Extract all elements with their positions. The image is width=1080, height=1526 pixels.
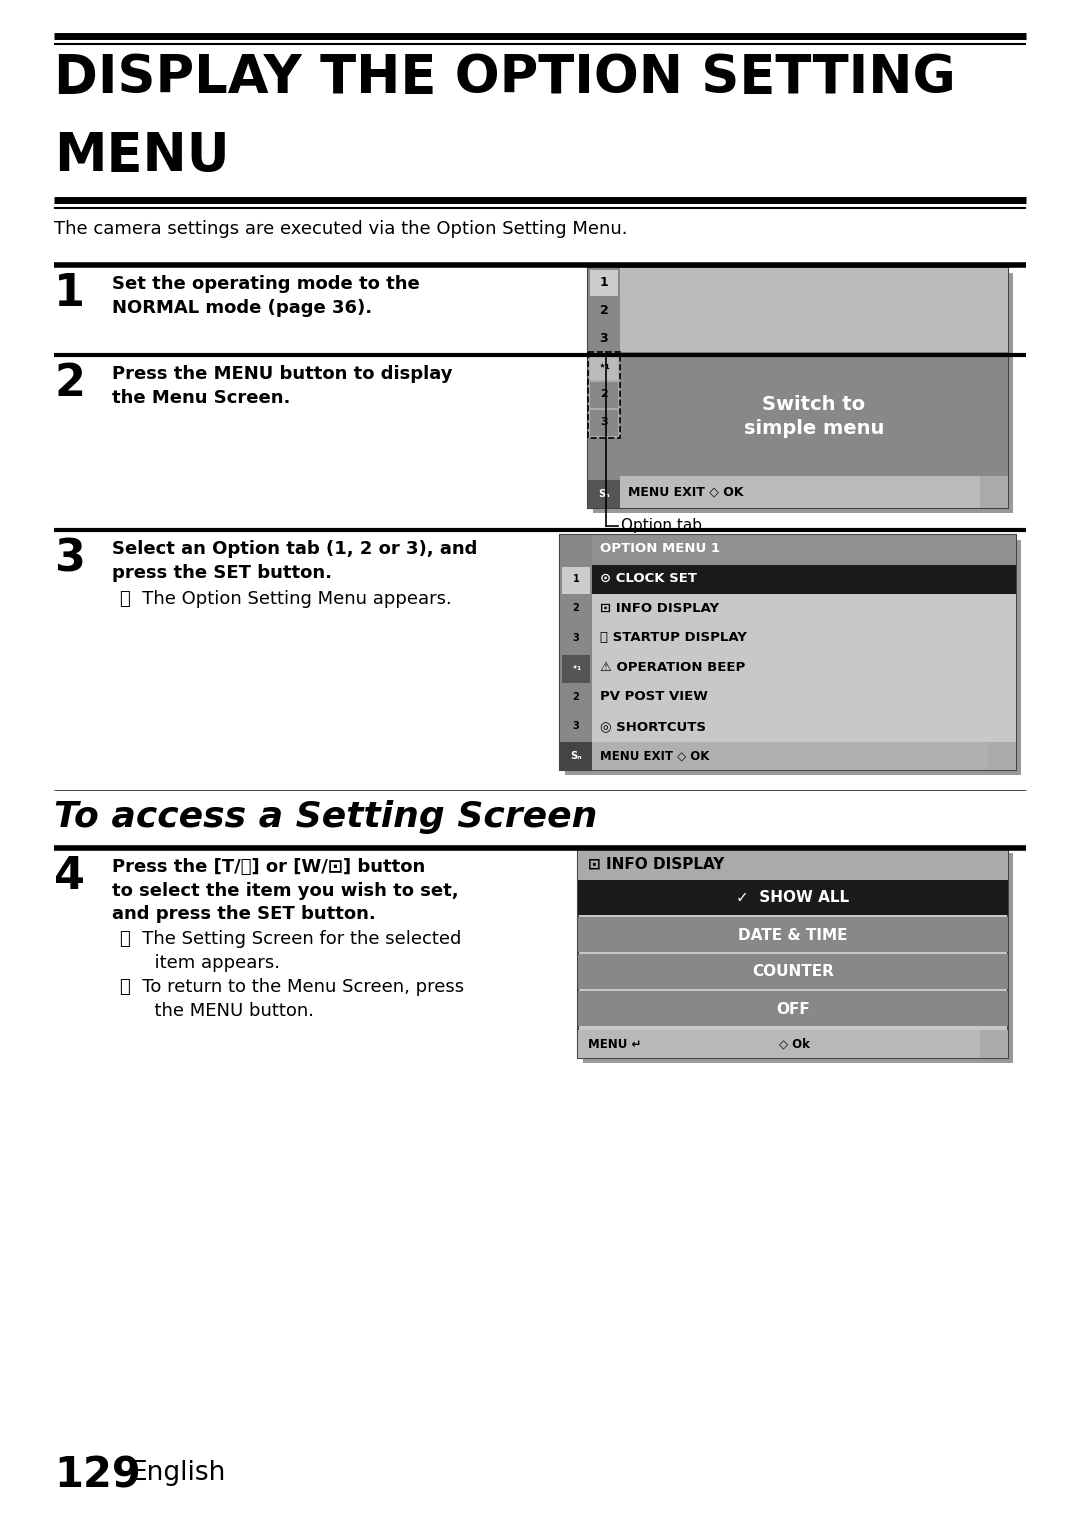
Text: Press the MENU button to display
the Menu Screen.: Press the MENU button to display the Men…	[112, 365, 453, 406]
Text: 3: 3	[599, 331, 608, 345]
Text: 1: 1	[572, 574, 579, 583]
FancyBboxPatch shape	[592, 653, 1016, 682]
Text: 2: 2	[599, 304, 608, 316]
Text: MENU EXIT ◇ OK: MENU EXIT ◇ OK	[600, 749, 710, 763]
FancyBboxPatch shape	[590, 327, 618, 353]
FancyBboxPatch shape	[562, 597, 590, 624]
FancyBboxPatch shape	[588, 269, 620, 508]
FancyBboxPatch shape	[590, 270, 618, 296]
FancyBboxPatch shape	[588, 269, 1008, 508]
FancyBboxPatch shape	[592, 682, 1016, 713]
FancyBboxPatch shape	[590, 298, 618, 324]
FancyBboxPatch shape	[590, 354, 618, 380]
Text: 2: 2	[572, 603, 579, 613]
Text: DISPLAY THE OPTION SETTING: DISPLAY THE OPTION SETTING	[54, 52, 956, 104]
FancyBboxPatch shape	[588, 481, 620, 508]
FancyBboxPatch shape	[561, 536, 592, 771]
Text: 129: 129	[54, 1454, 140, 1497]
FancyBboxPatch shape	[592, 742, 988, 771]
Text: 3: 3	[572, 722, 579, 731]
Text: ・  The Setting Screen for the selected
      item appears.: ・ The Setting Screen for the selected it…	[120, 929, 461, 972]
FancyBboxPatch shape	[980, 476, 1008, 508]
FancyBboxPatch shape	[578, 917, 1008, 952]
Text: Select an Option tab (1, 2 or 3), and
press the SET button.: Select an Option tab (1, 2 or 3), and pr…	[112, 540, 477, 581]
Text: Set the operating mode to the
NORMAL mode (page 36).: Set the operating mode to the NORMAL mod…	[112, 275, 420, 316]
FancyBboxPatch shape	[562, 655, 590, 682]
FancyBboxPatch shape	[593, 273, 1013, 513]
Text: ⊡ INFO DISPLAY: ⊡ INFO DISPLAY	[588, 856, 725, 871]
Text: ◇ Ok: ◇ Ok	[779, 1038, 810, 1050]
Text: ・  To return to the Menu Screen, press
      the MENU button.: ・ To return to the Menu Screen, press th…	[120, 978, 464, 1019]
Text: ⚠ OPERATION BEEP: ⚠ OPERATION BEEP	[600, 661, 745, 674]
Text: 2: 2	[572, 691, 579, 702]
FancyBboxPatch shape	[980, 1030, 1008, 1058]
Text: ・  The Option Setting Menu appears.: ・ The Option Setting Menu appears.	[120, 591, 451, 607]
FancyBboxPatch shape	[620, 269, 1008, 353]
FancyBboxPatch shape	[562, 714, 590, 742]
Text: 1: 1	[54, 272, 85, 314]
Text: Switch to: Switch to	[762, 395, 865, 414]
Text: PV POST VIEW: PV POST VIEW	[600, 690, 707, 703]
FancyBboxPatch shape	[578, 954, 1008, 989]
FancyBboxPatch shape	[592, 594, 1016, 624]
FancyBboxPatch shape	[592, 713, 1016, 742]
FancyBboxPatch shape	[578, 881, 1008, 916]
FancyBboxPatch shape	[620, 353, 1008, 476]
FancyBboxPatch shape	[988, 742, 1016, 771]
Text: ⌖ STARTUP DISPLAY: ⌖ STARTUP DISPLAY	[600, 632, 747, 644]
FancyBboxPatch shape	[592, 624, 1016, 653]
Text: The camera settings are executed via the Option Setting Menu.: The camera settings are executed via the…	[54, 220, 627, 238]
Text: Sₙ: Sₙ	[598, 488, 610, 499]
FancyBboxPatch shape	[562, 626, 590, 653]
Text: Sₙ: Sₙ	[570, 751, 582, 761]
Text: 2: 2	[600, 389, 608, 398]
FancyBboxPatch shape	[592, 536, 1016, 565]
FancyBboxPatch shape	[562, 685, 590, 713]
FancyBboxPatch shape	[583, 853, 1013, 1064]
Text: 4: 4	[54, 855, 85, 897]
Text: MENU EXIT ◇ OK: MENU EXIT ◇ OK	[627, 485, 743, 499]
FancyBboxPatch shape	[565, 540, 1021, 775]
Text: ⋆₁: ⋆₁	[598, 362, 610, 371]
Text: 1: 1	[599, 276, 608, 288]
Text: ◎ SHORTCUTS: ◎ SHORTCUTS	[600, 720, 706, 732]
Text: 2: 2	[54, 362, 85, 404]
Text: OPTION MENU 1: OPTION MENU 1	[600, 543, 720, 555]
FancyBboxPatch shape	[578, 990, 1008, 1025]
FancyBboxPatch shape	[578, 848, 1008, 1058]
Text: 3: 3	[600, 417, 608, 427]
Text: ⊙ CLOCK SET: ⊙ CLOCK SET	[600, 572, 697, 584]
FancyBboxPatch shape	[590, 410, 618, 436]
Text: ⊡ INFO DISPLAY: ⊡ INFO DISPLAY	[600, 601, 719, 615]
Text: 3: 3	[54, 537, 85, 580]
Text: To access a Setting Screen: To access a Setting Screen	[54, 800, 597, 835]
Text: COUNTER: COUNTER	[752, 964, 834, 980]
Text: DATE & TIME: DATE & TIME	[739, 928, 848, 943]
FancyBboxPatch shape	[561, 742, 592, 771]
FancyBboxPatch shape	[578, 1030, 980, 1058]
FancyBboxPatch shape	[588, 353, 620, 438]
Text: ✓  SHOW ALL: ✓ SHOW ALL	[737, 891, 850, 905]
Text: 3: 3	[572, 633, 579, 642]
FancyBboxPatch shape	[590, 382, 618, 407]
FancyBboxPatch shape	[562, 566, 590, 594]
FancyBboxPatch shape	[592, 565, 1016, 594]
Text: Option tab: Option tab	[621, 517, 702, 533]
Text: MENU ↵: MENU ↵	[588, 1038, 642, 1050]
Text: OFF: OFF	[777, 1001, 810, 1016]
Text: simple menu: simple menu	[744, 418, 885, 438]
FancyBboxPatch shape	[578, 848, 1008, 881]
Text: MENU: MENU	[54, 130, 230, 182]
FancyBboxPatch shape	[561, 536, 1016, 771]
Text: ⋆₁: ⋆₁	[571, 662, 581, 673]
Text: Press the [T/⌕] or [W/⊡] button
to select the item you wish to set,
and press th: Press the [T/⌕] or [W/⊡] button to selec…	[112, 858, 459, 923]
FancyBboxPatch shape	[620, 476, 980, 508]
Text: English: English	[130, 1460, 226, 1486]
